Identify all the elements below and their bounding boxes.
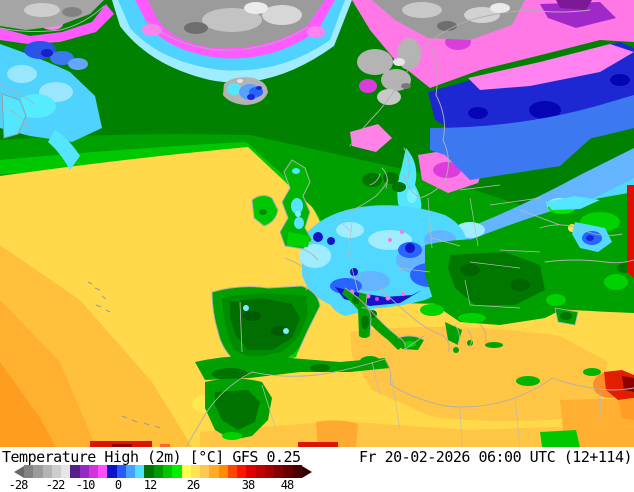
colorbar-segment: [264, 465, 275, 478]
map-datetime: Fr 20-02-2026 06:00 UTC (12+114): [359, 448, 632, 466]
colorbar-segment: [88, 465, 99, 478]
colorbar-arrow-right-icon: [301, 465, 312, 478]
colorbar-segment: [237, 465, 247, 478]
colorbar-segment: [200, 465, 210, 478]
colorbar-segment: [42, 465, 52, 478]
colorbar-segment: [144, 465, 154, 478]
colorbar-segment: [218, 465, 228, 478]
map-borders: [261, 184, 603, 447]
colorbar-segment: [172, 465, 182, 478]
colorbar-segment: [162, 465, 173, 478]
map-region-labrador: [0, 0, 114, 170]
map-image: [0, 0, 634, 447]
map-islands: [87, 281, 161, 429]
map-region-iceland: [223, 77, 268, 105]
colorbar-segment: [61, 465, 71, 478]
colorbar-segment: [209, 465, 219, 478]
colorbar-segment: [107, 465, 117, 478]
map-coastlines: [0, 5, 634, 447]
colorbar-segment: [246, 465, 256, 478]
colorbar-segment: [116, 465, 126, 478]
temperature-colorbar: [14, 465, 312, 478]
colorbar-segment: [274, 465, 284, 478]
colorbar-tick-label: 38: [241, 478, 255, 492]
map-region-italy-balkans: [342, 192, 634, 353]
map-region-iberia: [211, 285, 321, 369]
colorbar-segment: [153, 465, 163, 478]
colorbar-segment: [190, 465, 201, 478]
colorbar-segment: [283, 465, 293, 478]
colorbar-tick-label: -28: [8, 478, 29, 492]
colorbar-tick-label: 48: [280, 478, 294, 492]
colorbar-segment: [51, 465, 62, 478]
footer: Temperature High (2m) [°C] GFS 0.25 Fr 2…: [0, 447, 634, 492]
colorbar-tick-label: 12: [143, 478, 157, 492]
colorbar-tick-label: -22: [45, 478, 66, 492]
colorbar-segment: [181, 465, 191, 478]
map-region-british-isles: [251, 159, 313, 250]
colorbar-segments: [24, 465, 302, 478]
colorbar-segment: [125, 465, 136, 478]
map-layer-bottom-edge: [90, 441, 338, 447]
colorbar-segment: [255, 465, 265, 478]
map-title: Temperature High (2m) [°C] GFS 0.25: [2, 448, 301, 466]
colorbar-arrow-left-icon: [14, 465, 24, 478]
colorbar-tick-label: 26: [186, 478, 200, 492]
map-region-greenland: [112, 0, 352, 83]
colorbar-tick-label: 0: [114, 478, 122, 492]
colorbar-segment: [79, 465, 89, 478]
colorbar-segment: [98, 465, 108, 478]
colorbar-segment: [70, 465, 80, 478]
colorbar-segment: [135, 465, 145, 478]
colorbar-segment: [227, 465, 238, 478]
colorbar-segment: [292, 465, 302, 478]
colorbar-tick-label: -10: [75, 478, 96, 492]
colorbar-segment: [33, 465, 43, 478]
temperature-map: [0, 0, 634, 447]
colorbar-segment: [24, 465, 34, 478]
